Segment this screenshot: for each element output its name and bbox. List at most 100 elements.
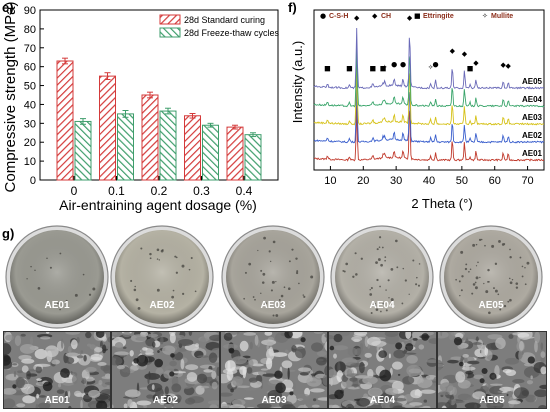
pore [390,298,394,302]
sem-void [479,378,485,384]
y-axis-label: Intensity (a.u.) [290,41,305,123]
pore [133,288,137,292]
pore [175,256,178,259]
sem-grain [144,373,161,380]
pore [474,281,477,284]
sem-texture [112,332,219,408]
sem-grain [5,334,14,341]
sem-grain [462,353,469,358]
pore [415,283,418,286]
peak-marker: ■ [324,64,331,72]
y-tick-label: 20 [24,137,36,149]
sem-grain [402,376,415,385]
sem-grain [498,379,503,386]
pore [46,257,48,260]
sem-grain [397,373,401,376]
xrd-pattern [313,105,545,162]
sem-grain [239,340,249,352]
sem-grain [409,402,423,406]
sem-grain [356,397,371,407]
sem-grain [47,399,52,404]
sem-grain [207,400,219,405]
pore [488,311,491,315]
pore [464,267,468,271]
sem-void [289,391,294,396]
y-tick-label: 90 [24,5,36,17]
pore [494,262,498,266]
sem-void [95,332,105,338]
pore [521,275,524,278]
sem-grain [540,351,546,359]
sem-void [42,381,53,392]
pore [390,267,394,271]
pore [140,247,143,250]
sem-void [163,394,173,404]
sem-grain [231,356,248,365]
sem-grain [512,378,525,384]
series-label: AE01 [522,149,543,158]
peak-marker: ◆ [450,47,456,55]
pore [283,286,286,289]
sem-grain [449,396,452,407]
pore [497,293,500,296]
sem-grain [51,359,60,365]
pore [408,293,410,295]
sem-void [136,354,149,367]
sem-grain [172,371,187,374]
sem-grain [451,387,458,396]
sem-grain [418,406,427,408]
pore [59,308,61,311]
pore [49,266,52,269]
pore [381,246,384,249]
sem-void [421,333,429,341]
sem-grain [336,370,344,383]
sem-grain [21,383,35,395]
pore [310,275,314,279]
pore [478,238,482,241]
sem-grain [523,336,535,339]
x-tick-label: 0 [71,184,78,198]
sem-grain [237,385,250,389]
xrd-pattern [313,45,545,108]
sem-grain [322,374,327,386]
pore [30,265,32,268]
sem-void [96,400,108,408]
legend-label: CH [381,13,391,20]
sem-grain [455,371,466,383]
pore [257,249,259,252]
pore [263,236,266,240]
pore [149,257,152,260]
bar-chart: 0 10 20 30 40 50 60 70 80 90 0 0.1 0.2 0.3 0.4 28d Sta… [2,2,280,213]
sem-grain [196,373,208,384]
pore [82,273,85,276]
sem-grain [406,354,418,364]
sem-void [60,368,70,379]
x-tick-label: 40 [423,175,435,187]
pore [369,288,371,291]
sem-grain [472,391,486,400]
sem-grain [472,342,482,345]
sem-grain [221,403,231,408]
sem-grain [85,332,92,339]
sem-grain [410,389,423,399]
peak-marker: ● [433,61,439,69]
sem-grain [249,341,253,350]
pore [509,281,513,285]
pore [281,302,283,304]
sem-grain [35,365,43,374]
pore [181,264,185,268]
sem-grain [65,332,81,335]
legend-label: 28d Standard curing [184,15,265,25]
sem-grain [152,394,158,402]
sem-grain [124,389,141,398]
sem-grain [39,336,51,340]
sem-grain [46,332,50,334]
sem-grain [130,334,147,343]
sem-grain [129,350,134,357]
pore [475,243,478,246]
sem-grain [209,404,219,408]
pore [268,250,271,253]
pore [388,297,390,299]
legend-symbol: ✧ [482,12,488,20]
